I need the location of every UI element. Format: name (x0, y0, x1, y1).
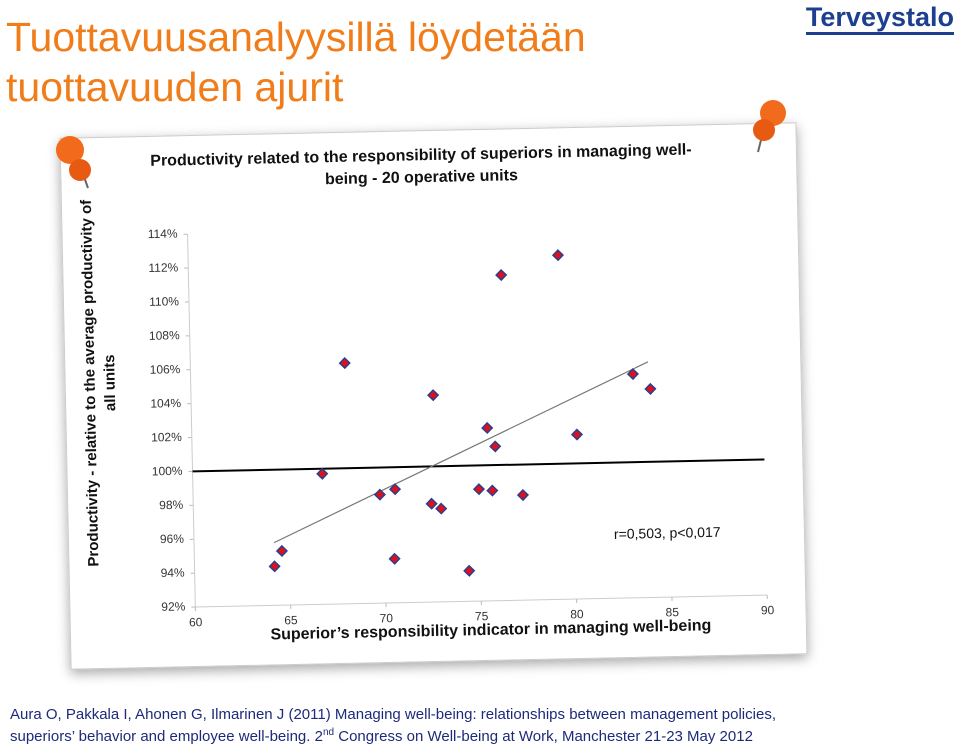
point (481, 421, 494, 435)
y-tick-label: 100% (152, 464, 183, 479)
point (425, 497, 438, 510)
title-line: tuottavuuden ajurit (6, 64, 344, 110)
chart: 92% 94% 96% 98% 100% 102% 104% 106% 108% 110% 112%… (148, 226, 775, 629)
trendline (273, 361, 649, 544)
y-tick-label: 114% (148, 226, 178, 241)
x-tick-label: 75 (475, 609, 489, 623)
logo: Terveystalo (805, 2, 954, 35)
point (338, 357, 351, 370)
point (570, 428, 584, 441)
x-tick-label: 85 (665, 605, 679, 619)
citation-text: superiors’ behavior and employee well-be… (10, 728, 323, 745)
point (388, 483, 402, 496)
y-tick-label: 94% (160, 566, 185, 581)
citation-superscript: nd (322, 727, 335, 738)
y-tick-label: 108% (149, 328, 180, 343)
point (644, 382, 657, 395)
y-tick-label: 98% (159, 498, 184, 513)
point (463, 564, 476, 577)
point (626, 367, 639, 381)
point (472, 483, 486, 496)
chart-card: 92% 94% 96% 98% 100% 102% 104% 106% 108% 110% 112%… (59, 122, 808, 670)
point (373, 488, 386, 501)
citation-text: Congress on Well-being at Work, Manchest… (334, 728, 753, 745)
y-tick-label: 104% (150, 396, 181, 411)
point (316, 467, 329, 480)
y-tick-label: 110% (149, 294, 179, 309)
annotation: r=0,503, p<0,017 (614, 524, 721, 542)
x-tick-label: 70 (379, 611, 393, 625)
point (489, 440, 502, 453)
reference-line (192, 458, 765, 473)
title-line: Tuottavuusanalyysillä löydetään (6, 14, 586, 60)
point (275, 544, 288, 558)
y-tick-label: 96% (160, 532, 185, 547)
point (435, 502, 448, 515)
y-tick-label: 106% (150, 362, 181, 377)
y-axis (187, 234, 196, 608)
y-tick-label: 102% (151, 430, 182, 445)
y-axis-label: Productivity - relative to the average p… (77, 199, 120, 567)
point (551, 249, 565, 262)
x-tick-label: 60 (189, 615, 203, 629)
point (486, 484, 499, 497)
x-tick-label: 80 (570, 607, 584, 621)
citation-line: superiors’ behavior and employee well-be… (10, 727, 753, 745)
slide-title: Tuottavuusanalyysillä löydetään tuottavu… (6, 12, 586, 112)
point (495, 268, 508, 282)
point (388, 552, 401, 565)
y-tick-label: 112% (148, 260, 178, 275)
point (516, 488, 530, 502)
point (427, 389, 440, 402)
y-tick-label: 92% (161, 599, 186, 614)
point (268, 560, 281, 573)
x-tick-label: 90 (761, 603, 775, 617)
x-tick-label: 65 (284, 613, 298, 627)
citation-line: Aura O, Pakkala I, Ahonen G, Ilmarinen J… (10, 706, 776, 723)
